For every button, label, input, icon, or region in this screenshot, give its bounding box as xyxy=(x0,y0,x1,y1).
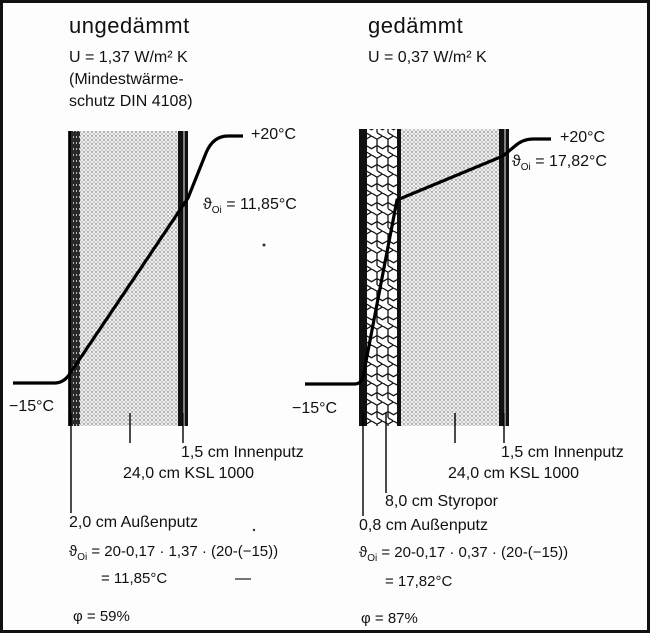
wall-cross-sections xyxy=(13,129,551,580)
right-layer-brick: 24,0 cm KSL 1000 xyxy=(448,465,580,482)
right-result: = 17,82°C xyxy=(385,573,453,590)
right-layer-outer-plaster: 0,8 cm Außenputz xyxy=(359,517,488,534)
left-result: = 11,85°C xyxy=(101,570,168,587)
left-temp-outside: −15°C xyxy=(9,398,55,415)
right-outer-plaster xyxy=(359,129,367,426)
left-norm-note-2: schutz DIN 4108) xyxy=(69,93,193,110)
left-humidity: φ = 59% xyxy=(73,608,130,625)
right-temp-outside: −15°C xyxy=(292,400,338,417)
right-formula: ϑOi = 20-0,17 · 0,37 · (20-(−15)) xyxy=(359,544,569,564)
left-layer-inner-plaster: 1,5 cm Innenputz xyxy=(181,444,304,461)
left-layer-brick: 24,0 cm KSL 1000 xyxy=(123,465,255,482)
left-heading: ungedämmt xyxy=(69,13,190,38)
right-wall xyxy=(305,129,551,516)
left-temperature-curve xyxy=(13,134,243,385)
left-formula: ϑOi = 20-0,17 · 1,37 · (20-(−15)) xyxy=(69,543,279,563)
right-u-value: U = 0,37 W/m² K xyxy=(368,49,487,66)
left-inner-plaster xyxy=(178,131,188,426)
left-surface-temp: ϑOi = 11,85°C xyxy=(203,196,297,216)
right-layer-inner-plaster: 1,5 cm Innenputz xyxy=(501,444,624,461)
left-u-value: U = 1,37 W/m² K xyxy=(69,49,188,66)
right-surface-temp: ϑOi = 17,82°C xyxy=(512,153,607,173)
left-norm-note-1: (Mindestwärme- xyxy=(69,71,184,88)
right-temp-inside: +20°C xyxy=(560,129,606,146)
left-brick-layer xyxy=(80,131,178,426)
left-temp-inside: +20°C xyxy=(251,126,297,143)
right-temperature-curve xyxy=(305,137,551,386)
left-wall xyxy=(13,131,243,513)
right-layer-insulation: 8,0 cm Styropor xyxy=(385,493,498,510)
right-humidity: φ = 87% xyxy=(361,610,418,627)
right-inner-plaster xyxy=(499,129,509,426)
right-heading: gedämmt xyxy=(368,13,464,38)
left-layer-outer-plaster: 2,0 cm Außenputz xyxy=(69,514,198,531)
right-brick-layer xyxy=(401,129,499,426)
